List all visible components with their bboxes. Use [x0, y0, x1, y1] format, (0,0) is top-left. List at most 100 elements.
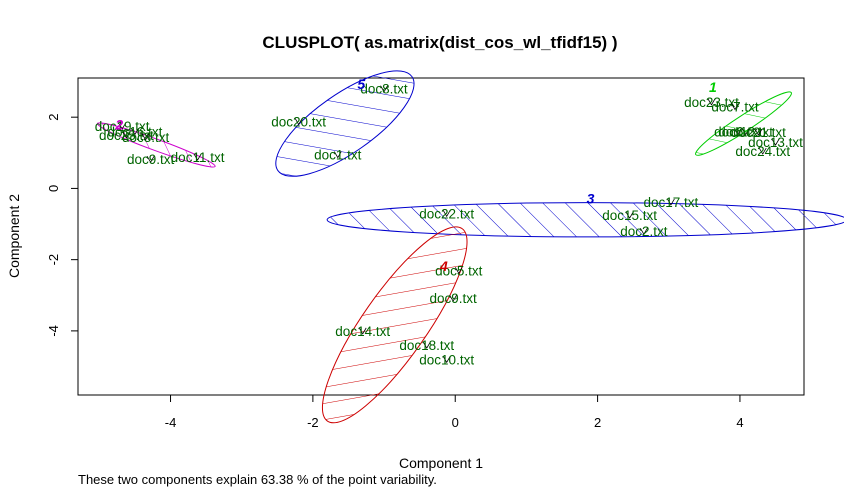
- point-label: doc3.txt: [122, 130, 170, 145]
- point-label: doc10.txt: [419, 352, 474, 367]
- point-doc2: doc2.txt: [620, 224, 668, 239]
- point-marker: [454, 267, 463, 275]
- point-doc16: doc16.txt: [108, 124, 163, 139]
- point-doc24: doc24.txt: [735, 144, 790, 159]
- point-label: doc16.txt: [108, 124, 163, 139]
- point-marker: [358, 327, 367, 335]
- point-label: doc1.txt: [314, 148, 362, 163]
- point-label: doc17.txt: [644, 195, 699, 210]
- point-doc17: doc17.txt: [644, 195, 699, 210]
- point-marker: [380, 85, 388, 93]
- point-label: doc23.txt: [684, 95, 739, 110]
- cluster-4-label: 4: [439, 258, 448, 274]
- variability-footnote: These two components explain 63.38 % of …: [78, 472, 437, 487]
- cluster-4-ellipse: [321, 226, 468, 424]
- point-doc9: doc9.txt: [127, 152, 175, 167]
- y-tick-label: 2: [46, 114, 61, 121]
- point-label: doc2.txt: [620, 224, 668, 239]
- point-doc7: doc7.txt: [711, 99, 759, 114]
- point-doc19: doc19.txt: [95, 119, 150, 134]
- point-marker: [193, 153, 202, 161]
- point-doc22: doc22.txt: [419, 206, 474, 221]
- point-label: doc15.txt: [602, 208, 657, 223]
- point-doc23: doc23.txt: [684, 95, 739, 110]
- x-tick-label: 4: [736, 415, 743, 430]
- x-tick-label: 0: [452, 415, 459, 430]
- point-doc8: doc8.txt: [360, 82, 408, 97]
- point-doc20: doc20.txt: [271, 114, 326, 129]
- y-tick-label: -2: [46, 254, 61, 266]
- y-tick-label: -4: [46, 325, 61, 337]
- point-marker: [754, 128, 763, 136]
- point-label: doc9.txt: [429, 291, 477, 306]
- point-doc25: doc25.txt: [99, 128, 154, 143]
- point-marker: [131, 128, 139, 136]
- point-label: doc25.txt: [99, 128, 154, 143]
- point-label: doc11.txt: [171, 150, 225, 165]
- y-axis: -4 -2 0 2: [46, 114, 78, 337]
- x-axis-label: Component 1: [399, 455, 483, 471]
- point-marker: [771, 138, 780, 146]
- x-tick-label: -4: [165, 415, 177, 430]
- point-doc5: doc5.txt: [435, 263, 483, 278]
- cluster-3-label: 3: [587, 190, 595, 206]
- point-doc10: doc10.txt: [419, 352, 474, 367]
- point-marker: [449, 294, 457, 302]
- cluster-3-ellipse: [326, 202, 844, 238]
- point-marker: [758, 147, 767, 155]
- point-label: doc21.txt: [731, 125, 786, 140]
- point-marker: [731, 103, 739, 111]
- x-tick-label: 2: [594, 415, 601, 430]
- point-doc1: doc1.txt: [314, 148, 362, 163]
- point-doc11: doc11.txt: [171, 150, 225, 165]
- point-label: doc7.txt: [711, 99, 759, 114]
- cluster-labels: 1 2 3 4 5: [114, 76, 717, 274]
- point-label: doc14.txt: [335, 324, 390, 339]
- point-doc14: doc14.txt: [335, 324, 390, 339]
- point-marker: [122, 131, 131, 139]
- point-marker: [640, 227, 648, 235]
- x-tick-label: -2: [307, 415, 319, 430]
- point-label: doc18.txt: [399, 338, 454, 353]
- chart-title: CLUSPLOT( as.matrix(dist_cos_wl_tfidf15)…: [262, 33, 617, 52]
- point-label: doc5.txt: [435, 263, 483, 278]
- point-marker: [707, 98, 716, 106]
- point-label: doc8.txt: [360, 82, 408, 97]
- point-label: doc19.txt: [95, 119, 150, 134]
- point-marker: [625, 211, 634, 219]
- point-doc13: doc13.txt: [748, 135, 803, 150]
- point-label: doc13.txt: [748, 135, 803, 150]
- point-label: doc6.txt: [714, 124, 762, 139]
- point-marker: [294, 118, 303, 126]
- point-marker: [741, 128, 750, 136]
- point-doc15: doc15.txt: [602, 208, 657, 223]
- point-label: doc9.txt: [127, 152, 175, 167]
- point-doc3: doc3.txt: [122, 130, 170, 145]
- point-marker: [146, 156, 155, 164]
- cluster-5-ellipse: [275, 70, 415, 177]
- point-doc18: doc18.txt: [399, 338, 454, 353]
- point-marker: [141, 133, 150, 141]
- point-label: doc20.txt: [271, 114, 326, 129]
- x-axis: -4 -2 0 2 4: [165, 395, 744, 430]
- y-axis-label: Component 2: [6, 194, 22, 278]
- point-label: doc24.txt: [735, 144, 790, 159]
- point-marker: [442, 356, 451, 364]
- point-marker: [422, 341, 431, 349]
- cluster-5-label: 5: [357, 76, 365, 92]
- point-label: doc12.txt: [718, 124, 773, 139]
- y-tick-label: 0: [46, 185, 61, 192]
- point-marker: [333, 151, 342, 159]
- cluster-2-ellipse: [96, 122, 216, 168]
- plot-frame: [77, 77, 805, 396]
- point-doc6: doc6.txt: [714, 124, 762, 139]
- point-marker: [667, 198, 675, 206]
- point-doc9: doc9.txt: [429, 291, 477, 306]
- point-label: doc22.txt: [419, 206, 474, 221]
- cluster-2-label: 2: [114, 116, 123, 132]
- point-doc21: doc21.txt: [731, 125, 786, 140]
- point-doc12: doc12.txt: [718, 124, 773, 139]
- point-marker: [733, 128, 742, 136]
